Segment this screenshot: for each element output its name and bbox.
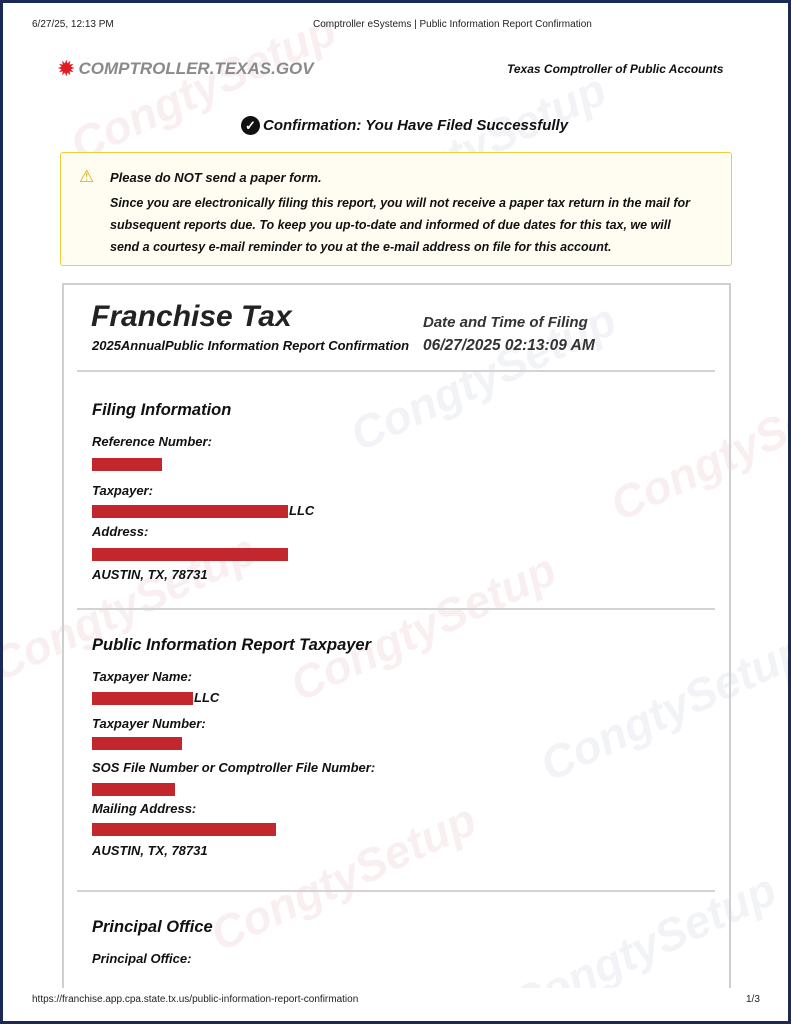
mailing-city: AUSTIN, TX, 78731 xyxy=(92,843,208,858)
print-footer: https://franchise.app.cpa.state.tx.us/pu… xyxy=(0,988,791,1024)
print-datetime: 6/27/25, 12:13 PM xyxy=(32,19,114,30)
paper-form-notice: ⚠ Please do NOT send a paper form. Since… xyxy=(60,152,732,266)
page-url[interactable]: https://franchise.app.cpa.state.tx.us/pu… xyxy=(32,994,359,1005)
confirmation-title: Confirmation: You Have Filed Successfull… xyxy=(263,117,569,134)
taxpayer-suffix: LLC xyxy=(289,503,315,518)
filing-date-value: 06/27/2025 02:13:09 AM xyxy=(423,337,595,354)
logo-text: COMPTROLLER.TEXAS.GOV xyxy=(78,59,314,78)
redacted-address xyxy=(92,548,288,561)
redacted-sos-number xyxy=(92,783,175,796)
notice-line: send a courtesy e-mail reminder to you a… xyxy=(110,240,612,254)
agency-name: Texas Comptroller of Public Accounts xyxy=(507,62,724,76)
report-subtitle: 2025AnnualPublic Information Report Conf… xyxy=(92,338,410,353)
principal-office-heading: Principal Office xyxy=(92,918,213,936)
mailing-address-label: Mailing Address: xyxy=(92,801,197,816)
sos-file-number-label: SOS File Number or Comptroller File Numb… xyxy=(92,760,376,775)
confirmation-card xyxy=(62,283,731,1003)
confirmation-heading: ✓ Confirmation: You Have Filed Successfu… xyxy=(241,116,568,135)
comptroller-logo[interactable]: ✹ COMPTROLLER.TEXAS.GOV xyxy=(57,56,314,81)
notice-line: subsequent reports due. To keep you up-t… xyxy=(110,218,671,232)
redacted-reference-number xyxy=(92,458,162,471)
filing-date-label: Date and Time of Filing xyxy=(423,314,588,331)
redacted-taxpayer xyxy=(92,505,288,518)
notice-title: Please do NOT send a paper form. xyxy=(110,170,322,185)
taxpayer-number-label: Taxpayer Number: xyxy=(92,716,206,731)
pir-taxpayer-heading: Public Information Report Taxpayer xyxy=(92,636,372,654)
divider xyxy=(77,890,715,892)
divider xyxy=(77,370,715,372)
filing-info-heading: Filing Information xyxy=(92,401,232,419)
taxpayer-name-label: Taxpayer Name: xyxy=(92,669,192,684)
principal-office-label: Principal Office: xyxy=(92,951,192,966)
warning-icon: ⚠ xyxy=(79,167,95,186)
redacted-taxpayer-name xyxy=(92,692,193,705)
print-page-title: Comptroller eSystems | Public Informatio… xyxy=(313,19,592,30)
page-number: 1/3 xyxy=(746,994,760,1005)
redacted-taxpayer-number xyxy=(92,737,182,750)
notice-line: Since you are electronically filing this… xyxy=(110,196,691,210)
reference-number-label: Reference Number: xyxy=(92,434,212,449)
check-circle-icon: ✓ xyxy=(241,116,260,135)
address-label: Address: xyxy=(92,524,149,539)
report-title: Franchise Tax xyxy=(91,300,292,333)
divider xyxy=(77,608,715,610)
star-burst-icon: ✹ xyxy=(57,56,76,81)
taxpayer-name-suffix: LLC xyxy=(194,690,220,705)
notice-body: Since you are electronically filing this… xyxy=(110,192,690,258)
address-city: AUSTIN, TX, 78731 xyxy=(92,567,208,582)
taxpayer-label: Taxpayer: xyxy=(92,483,153,498)
redacted-mailing-address xyxy=(92,823,276,836)
